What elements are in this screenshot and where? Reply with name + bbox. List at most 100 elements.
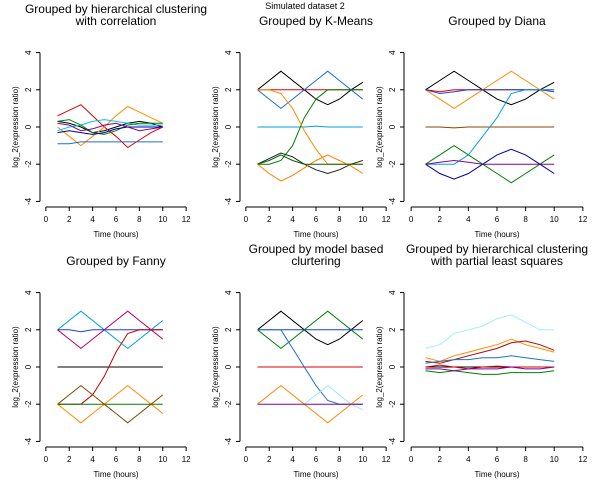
- y-tick-label: -4: [388, 437, 397, 445]
- series-line: [57, 384, 164, 424]
- x-tick-label: 10: [550, 455, 559, 464]
- x-tick-label: 6: [114, 215, 119, 224]
- panel: Grouped by Fanny -4 -2 0 2 4 0 2 4 6 8 10 12 Time (ho…: [11, 254, 191, 479]
- x-tick-label: 12: [382, 455, 391, 464]
- x-tick-label: 4: [466, 455, 471, 464]
- y-tick-label: 4: [24, 50, 33, 55]
- y-tick-label: 0: [224, 364, 233, 369]
- panel: Grouped by K-Means -4 -2 0 2 4 0 2 4 6 8 10 12 Time (…: [211, 14, 391, 239]
- x-tick-label: 0: [244, 455, 249, 464]
- series-line: [425, 145, 555, 184]
- x-tick-label: 2: [67, 215, 72, 224]
- y-tick-label: -4: [224, 197, 233, 205]
- series-line: [57, 310, 164, 350]
- y-tick-label: 2: [224, 87, 233, 92]
- x-tick-label: 2: [267, 215, 272, 224]
- series-line: [57, 122, 163, 132]
- series-line: [57, 105, 164, 147]
- series-line: [57, 141, 163, 145]
- y-axis-label: log_2(expression ratio): [11, 326, 20, 408]
- x-axis-label: Time (hours): [293, 230, 338, 239]
- x-tick-label: 2: [438, 215, 443, 224]
- series-line: [257, 310, 364, 350]
- x-tick-label: 6: [314, 215, 319, 224]
- y-tick-label: 4: [224, 290, 233, 295]
- series-line: [425, 70, 555, 106]
- y-axis-label: log_2(expression ratio): [211, 326, 220, 408]
- series-line: [57, 384, 164, 424]
- x-tick-label: 0: [409, 215, 414, 224]
- x-tick-label: 8: [137, 215, 142, 224]
- x-tick-label: 8: [337, 215, 342, 224]
- series-line: [57, 126, 163, 135]
- series-line: [425, 70, 555, 109]
- x-tick-label: 8: [523, 215, 528, 224]
- panel-title: Grouped by hierarchical clustering: [406, 242, 588, 256]
- series-line: [257, 154, 363, 165]
- x-tick-label: 10: [550, 215, 559, 224]
- x-tick-label: 4: [290, 215, 295, 224]
- panel-title: with correlation: [75, 14, 157, 28]
- x-tick-label: 2: [267, 455, 272, 464]
- x-tick-label: 8: [523, 455, 528, 464]
- y-tick-label: 4: [388, 50, 397, 55]
- series-line: [257, 89, 363, 165]
- x-tick-label: 2: [67, 455, 72, 464]
- x-tick-label: 6: [114, 455, 119, 464]
- y-tick-label: 2: [224, 327, 233, 332]
- series-line: [425, 338, 555, 362]
- y-tick-label: 0: [388, 364, 397, 369]
- x-tick-label: 12: [182, 215, 191, 224]
- y-tick-label: 2: [388, 327, 397, 332]
- series-line: [425, 364, 555, 370]
- y-axis-label: log_2(expression ratio): [375, 86, 384, 168]
- y-tick-label: -4: [24, 197, 33, 205]
- panel-title: clurtering: [291, 254, 340, 268]
- y-tick-label: 4: [24, 290, 33, 295]
- series-line: [257, 70, 364, 110]
- panel: Grouped by Diana -4 -2 0 2 4 0 2 4 6 8 10 12 Time (ho…: [375, 14, 588, 239]
- x-axis-label: Time (hours): [293, 470, 338, 479]
- y-tick-label: -2: [24, 400, 33, 408]
- panel-title: Grouped by hierarchical clustering: [25, 2, 207, 16]
- y-axis-label: log_2(expression ratio): [11, 86, 20, 168]
- y-axis-label: log_2(expression ratio): [375, 326, 384, 408]
- series-line: [57, 310, 164, 350]
- x-tick-label: 10: [158, 455, 167, 464]
- panel-title: Grouped by Diana: [448, 14, 546, 28]
- y-tick-label: 2: [388, 87, 397, 92]
- series-line: [425, 370, 555, 375]
- y-tick-label: 2: [24, 87, 33, 92]
- x-tick-label: 12: [578, 215, 587, 224]
- y-tick-label: -2: [24, 160, 33, 168]
- x-tick-label: 10: [358, 215, 367, 224]
- series-line: [257, 152, 363, 175]
- series-line: [425, 159, 555, 165]
- y-tick-label: -2: [388, 160, 397, 168]
- x-axis-label: Time (hours): [93, 230, 138, 239]
- series-line: [425, 314, 555, 349]
- panel-title: Grouped by Fanny: [66, 254, 165, 268]
- x-tick-label: 4: [90, 215, 95, 224]
- panel-title: Grouped by K-Means: [259, 14, 373, 28]
- y-axis-label: log_2(expression ratio): [211, 86, 220, 168]
- series-line: [425, 340, 555, 364]
- x-tick-label: 6: [495, 455, 500, 464]
- series-line: [257, 384, 364, 424]
- y-tick-label: -4: [24, 437, 33, 445]
- x-tick-label: 6: [314, 455, 319, 464]
- x-tick-label: 12: [182, 455, 191, 464]
- series-line: [257, 384, 364, 411]
- series-line: [57, 119, 163, 132]
- series-line: [425, 355, 555, 364]
- x-axis-label: Time (hours): [93, 470, 138, 479]
- y-tick-label: -4: [224, 437, 233, 445]
- x-tick-label: 4: [90, 455, 95, 464]
- series-line: [257, 125, 363, 128]
- y-tick-label: 0: [24, 124, 33, 129]
- x-tick-label: 0: [409, 455, 414, 464]
